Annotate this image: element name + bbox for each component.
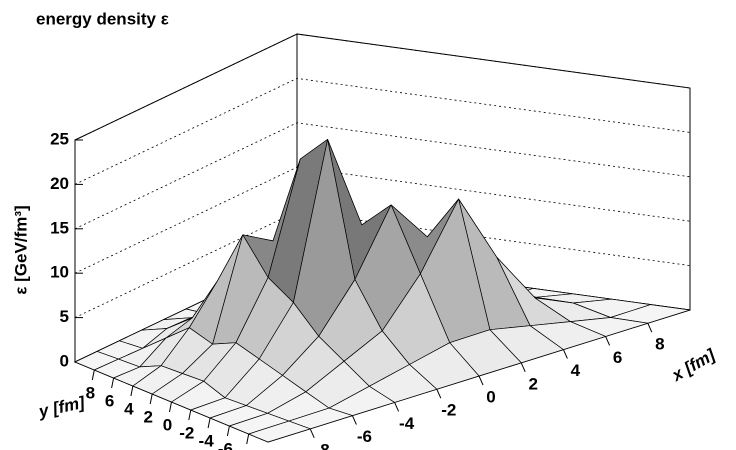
z-tick-label: 15: [50, 218, 69, 237]
grid-line: [74, 166, 691, 274]
x-tick: [436, 388, 442, 399]
y-tick-label: -4: [199, 431, 215, 450]
y-tick-label: 8: [86, 383, 95, 402]
grid-line: [74, 77, 691, 185]
y-tick: [188, 409, 192, 421]
x-tick: [394, 402, 400, 412]
y-tick-label: -8: [237, 447, 252, 450]
x-tick-label: 4: [571, 361, 581, 380]
x-tick: [647, 322, 653, 333]
y-tick: [226, 425, 230, 437]
y-tick-label: -6: [218, 439, 233, 450]
z-tick-label: 25: [50, 129, 69, 148]
grid-line: [74, 122, 691, 230]
chart-title: energy density ε: [36, 9, 169, 28]
y-tick: [130, 385, 134, 397]
y-tick: [91, 369, 95, 381]
y-tick: [169, 401, 172, 413]
x-tick: [478, 375, 484, 386]
z-axis-label: ε [GeV/fm³]: [11, 205, 30, 294]
y-tick: [246, 433, 250, 445]
y-tick: [111, 377, 115, 389]
z-tick-label: 20: [50, 174, 69, 193]
x-tick-label: -2: [441, 401, 456, 420]
y-tick-label: 4: [124, 399, 134, 418]
surface-cell: [248, 420, 311, 443]
x-axis-label: x [fm]: [668, 345, 720, 386]
x-tick: [520, 362, 526, 373]
z-tick-label: 0: [60, 351, 69, 370]
x-tick-label: 6: [613, 348, 622, 367]
y-tick-label: 0: [163, 415, 172, 434]
x-tick: [605, 336, 611, 346]
x-tick: [562, 349, 568, 359]
z-tick-label: 5: [60, 307, 69, 326]
y-tick-label: -2: [179, 423, 194, 442]
y-tick-label: 2: [143, 407, 152, 426]
x-tick-label: -8: [315, 440, 330, 450]
x-tick-label: -6: [357, 427, 372, 446]
y-axis-label: y [fm]: [36, 393, 88, 422]
x-tick-label: 2: [528, 374, 537, 393]
x-tick: [309, 428, 315, 439]
x-tick: [351, 415, 357, 425]
z-tick-label: 10: [50, 263, 69, 282]
y-tick: [207, 417, 211, 429]
y-tick-label: 6: [105, 391, 114, 410]
y-tick: [149, 393, 153, 405]
x-tick-label: 0: [486, 387, 495, 406]
x-tick-label: 8: [655, 335, 664, 354]
grid-line: [74, 33, 691, 141]
x-tick-label: -4: [399, 414, 415, 433]
